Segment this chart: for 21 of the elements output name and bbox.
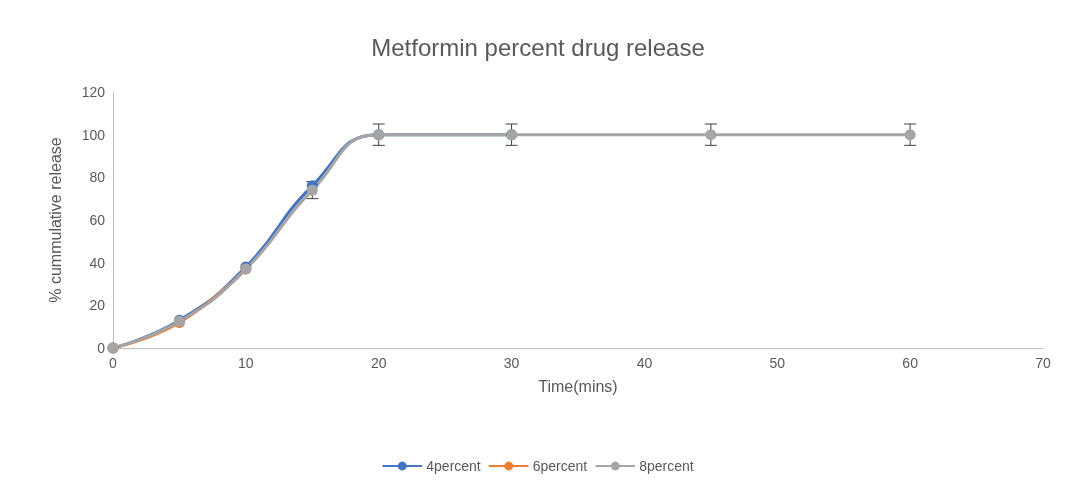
y-tick-label: 120: [81, 84, 106, 100]
x-axis-title: Time(mins): [538, 377, 618, 395]
legend-label: 4percent: [426, 458, 481, 474]
y-tick-label: 40: [89, 254, 106, 271]
legend-label: 6percent: [532, 458, 588, 474]
y-axis-title: % cummulative release: [46, 137, 64, 303]
y-tick-label: 100: [81, 126, 106, 143]
y-tick-label: 60: [89, 212, 106, 228]
x-tick-label: 10: [238, 355, 254, 371]
x-tick-label: 0: [109, 355, 118, 371]
x-tick-label: 60: [902, 355, 919, 371]
y-tick-label: 0: [97, 340, 106, 356]
y-tick-label: 80: [89, 169, 106, 186]
x-tick-label: 20: [370, 355, 387, 371]
x-tick-label: 70: [1035, 355, 1051, 371]
x-tick-label: 30: [503, 355, 520, 371]
x-tick-label: 50: [769, 355, 786, 371]
x-tick-label: 40: [636, 355, 653, 371]
chart-title: Metformin percent drug release: [371, 33, 705, 61]
y-tick-label: 20: [89, 297, 106, 314]
legend-label: 8percent: [639, 458, 694, 474]
